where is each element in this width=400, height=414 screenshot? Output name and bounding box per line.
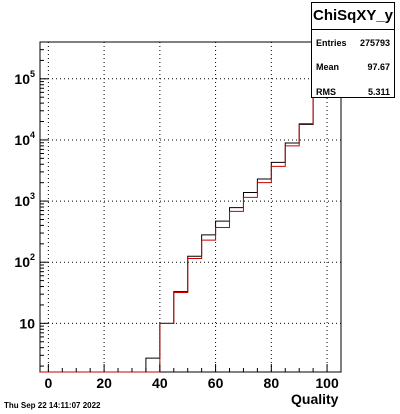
y-tick-base: 10 [14, 193, 30, 209]
y-tick-base: 10 [14, 254, 30, 270]
stats-label: RMS [316, 87, 336, 97]
y-tick-exponent: 5 [30, 69, 35, 79]
x-tick-label: 60 [208, 375, 224, 391]
x-tick-label: 100 [315, 375, 339, 391]
y-tick-base: 10 [14, 71, 30, 87]
stats-row-rms: RMS 5.311 [316, 87, 390, 97]
stats-label: Mean [316, 62, 340, 72]
x-tick-label: 80 [264, 375, 280, 391]
plot-frame [39, 41, 342, 373]
y-tick-base: 10 [19, 315, 35, 331]
x-tick-label: 20 [96, 375, 112, 391]
x-axis-title: Quality [291, 391, 339, 407]
y-tick-label: 102 [14, 252, 35, 270]
y-tick-exponent: 3 [30, 191, 35, 201]
stats-value: 97.67 [367, 62, 390, 72]
y-tick-exponent: 2 [30, 252, 35, 262]
stats-row-entries: Entries 275793 [316, 38, 390, 48]
y-tick-label: 105 [14, 69, 35, 87]
stats-row-mean: Mean 97.67 [316, 62, 390, 72]
histogram-line [40, 59, 341, 373]
stats-title: ChiSqXY_y [312, 3, 394, 30]
stats-box: ChiSqXY_y Entries 275793 Mean 97.67 RMS … [311, 2, 395, 98]
x-axis: 0 20 40 60 80 100 [44, 364, 342, 391]
grid [40, 42, 341, 372]
y-tick-base: 10 [14, 132, 30, 148]
y-tick-label: 10 [19, 315, 35, 331]
y-tick-exponent: 4 [30, 130, 35, 140]
x-tick-label: 0 [44, 375, 52, 391]
stats-value: 275793 [359, 38, 390, 48]
x-tick-label: 40 [152, 375, 168, 391]
y-tick-label: 103 [14, 191, 35, 209]
y-tick-label: 104 [14, 130, 35, 148]
stats-label: Entries [316, 38, 347, 48]
timestamp: Thu Sep 22 14:11:07 2022 [4, 401, 101, 410]
stats-value: 5.311 [367, 87, 390, 97]
histogram-series [40, 59, 341, 373]
histogram-line [40, 64, 341, 373]
